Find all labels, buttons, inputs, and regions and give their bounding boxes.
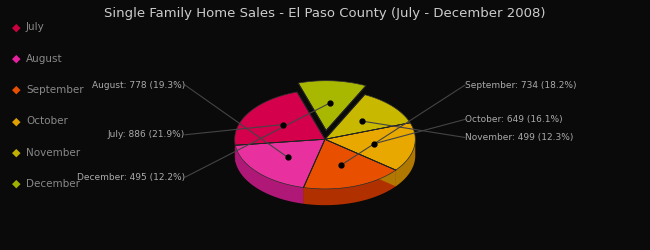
Text: December: December xyxy=(26,179,80,189)
Text: September: 734 (18.2%): September: 734 (18.2%) xyxy=(465,80,577,90)
Text: August: 778 (19.3%): August: 778 (19.3%) xyxy=(92,80,185,90)
Polygon shape xyxy=(304,139,325,204)
Text: ◆: ◆ xyxy=(12,179,21,189)
Polygon shape xyxy=(325,139,396,186)
Text: Single Family Home Sales - El Paso County (July - December 2008): Single Family Home Sales - El Paso Count… xyxy=(104,8,546,20)
Polygon shape xyxy=(235,92,325,145)
Polygon shape xyxy=(304,139,325,204)
Text: ◆: ◆ xyxy=(12,85,21,95)
Polygon shape xyxy=(235,139,325,162)
Text: September: September xyxy=(26,85,84,95)
Text: July: July xyxy=(26,22,45,32)
Polygon shape xyxy=(325,123,415,170)
Polygon shape xyxy=(304,139,396,189)
Text: August: August xyxy=(26,54,62,64)
Text: ◆: ◆ xyxy=(12,148,21,158)
Polygon shape xyxy=(396,139,415,186)
Polygon shape xyxy=(325,95,410,139)
Text: ◆: ◆ xyxy=(12,54,21,64)
Polygon shape xyxy=(325,139,396,186)
Polygon shape xyxy=(304,170,396,205)
Text: ◆: ◆ xyxy=(12,116,21,126)
Text: October: October xyxy=(26,116,68,126)
Text: November: November xyxy=(26,148,80,158)
Polygon shape xyxy=(235,139,325,162)
Polygon shape xyxy=(235,145,304,204)
Polygon shape xyxy=(298,81,366,130)
Polygon shape xyxy=(235,139,325,188)
Text: October: 649 (16.1%): October: 649 (16.1%) xyxy=(465,115,562,124)
Text: July: 886 (21.9%): July: 886 (21.9%) xyxy=(108,130,185,139)
Text: ◆: ◆ xyxy=(12,22,21,32)
Text: November: 499 (12.3%): November: 499 (12.3%) xyxy=(465,133,573,142)
Text: December: 495 (12.2%): December: 495 (12.2%) xyxy=(77,173,185,182)
